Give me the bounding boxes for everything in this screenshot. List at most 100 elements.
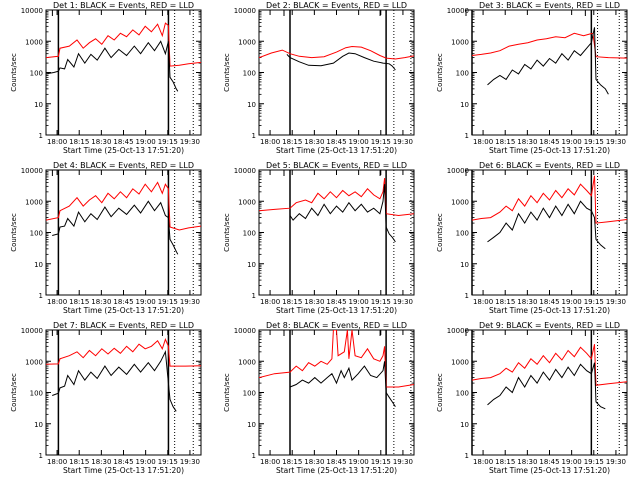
series-line-events: [52, 200, 179, 255]
y-tick-label: 100: [30, 390, 43, 398]
y-tick-label: 100: [30, 70, 43, 78]
y-tick-label: 1000: [451, 38, 469, 46]
x-tick-label: 19:30: [606, 138, 626, 146]
x-tick-label: 18:00: [473, 138, 493, 146]
y-tick-label: 10000: [234, 167, 256, 175]
plot-frame: [258, 329, 415, 456]
x-axis-label: Start Time (25-Oct-13 17:51:20): [276, 306, 397, 315]
series-line-lld: [472, 344, 627, 386]
x-axis-label: Start Time (25-Oct-13 17:51:20): [63, 466, 184, 475]
y-tick-label: 10000: [21, 7, 43, 15]
y-tick-label: 100: [243, 70, 256, 78]
series-line-events: [289, 184, 396, 243]
y-tick-label: 10: [247, 101, 256, 109]
plot-frame: [45, 329, 202, 456]
x-tick-label: 19:30: [606, 458, 626, 466]
y-tick-label: 100: [243, 230, 256, 238]
marker-bracket: [161, 9, 169, 16]
y-tick-label: 10000: [234, 327, 256, 335]
y-tick-label: 1: [465, 132, 469, 140]
marker-bracket: [584, 329, 592, 336]
marker-bracket: [584, 169, 592, 176]
marker-bracket: [465, 329, 472, 336]
y-axis-label: Counts/sec: [223, 213, 231, 252]
marker-bracket: [379, 169, 387, 176]
x-tick-label: 18:30: [91, 138, 111, 146]
detector-panel-3: Det 3: BLACK = Events, RED = LLD 1 10 100 10…: [436, 1, 628, 155]
panel-title: Det 6: BLACK = Events, RED = LLD: [479, 161, 620, 170]
x-tick-label: 18:15: [69, 458, 89, 466]
series-line-lld: [46, 337, 201, 367]
x-tick-label: 18:30: [304, 138, 324, 146]
y-tick-label: 10000: [447, 167, 469, 175]
x-tick-label: 18:15: [282, 298, 302, 306]
y-tick-label: 10000: [447, 327, 469, 335]
y-tick-label: 1: [465, 292, 469, 300]
y-tick-label: 1: [252, 452, 256, 460]
x-tick-label: 18:45: [539, 458, 559, 466]
x-tick-label: 19:15: [158, 458, 178, 466]
y-tick-label: 10000: [234, 7, 256, 15]
x-tick-label: 18:15: [495, 138, 515, 146]
x-tick-label: 18:00: [260, 138, 280, 146]
x-tick-label: 18:30: [517, 458, 537, 466]
panel-title: Det 1: BLACK = Events, RED = LLD: [53, 1, 194, 10]
series-line-events: [286, 52, 396, 71]
marker-bracket: [51, 329, 59, 336]
y-tick-label: 1: [39, 132, 43, 140]
x-tick-label: 18:15: [282, 458, 302, 466]
x-tick-label: 19:30: [180, 138, 200, 146]
x-tick-label: 18:45: [539, 298, 559, 306]
x-tick-label: 18:00: [473, 458, 493, 466]
marker-bracket: [161, 329, 169, 336]
x-tick-label: 18:00: [47, 298, 67, 306]
x-axis-label: Start Time (25-Oct-13 17:51:20): [276, 146, 397, 155]
x-tick-label: 18:30: [304, 458, 324, 466]
x-tick-label: 18:30: [304, 298, 324, 306]
y-tick-label: 100: [456, 70, 469, 78]
y-tick-label: 1000: [451, 198, 469, 206]
marker-bracket: [584, 9, 592, 16]
x-axis-label: Start Time (25-Oct-13 17:51:20): [489, 306, 610, 315]
x-tick-label: 19:15: [584, 458, 604, 466]
x-tick-label: 18:30: [91, 458, 111, 466]
plot-frame: [258, 9, 415, 136]
y-axis-label: Counts/sec: [223, 53, 231, 92]
y-tick-label: 1: [39, 452, 43, 460]
detector-panel-2: Det 2: BLACK = Events, RED = LLD 1 10 100 10…: [223, 1, 415, 155]
y-tick-label: 100: [456, 390, 469, 398]
marker-bracket: [379, 9, 387, 16]
x-tick-label: 18:00: [473, 298, 493, 306]
detector-panel-8: Det 8: BLACK = Events, RED = LLD 1 10 100 10…: [223, 321, 415, 475]
y-tick-label: 10000: [447, 7, 469, 15]
x-axis-label: Start Time (25-Oct-13 17:51:20): [63, 146, 184, 155]
series-line-events: [46, 40, 179, 92]
x-tick-label: 19:00: [349, 138, 369, 146]
y-axis-label: Counts/sec: [10, 373, 18, 412]
plot-frame: [45, 169, 202, 296]
y-tick-label: 10: [247, 261, 256, 269]
x-tick-label: 19:30: [393, 458, 413, 466]
marker-bracket: [465, 169, 472, 176]
x-tick-label: 19:00: [349, 458, 369, 466]
x-tick-label: 18:45: [326, 298, 346, 306]
x-tick-label: 18:15: [69, 138, 89, 146]
x-tick-label: 19:00: [562, 138, 582, 146]
x-tick-label: 18:00: [47, 458, 67, 466]
y-tick-label: 10: [460, 421, 469, 429]
x-tick-label: 18:45: [113, 298, 133, 306]
panel-title: Det 9: BLACK = Events, RED = LLD: [479, 321, 620, 330]
y-tick-label: 1000: [238, 38, 256, 46]
y-axis-label: Counts/sec: [436, 213, 444, 252]
marker-bracket: [283, 169, 290, 176]
x-tick-label: 19:30: [393, 138, 413, 146]
y-tick-label: 100: [456, 230, 469, 238]
series-line-events: [52, 350, 177, 412]
panel-title: Det 2: BLACK = Events, RED = LLD: [266, 1, 407, 10]
y-tick-label: 10: [460, 261, 469, 269]
series-line-lld: [259, 45, 414, 60]
series-line-lld: [472, 32, 627, 59]
x-tick-label: 18:00: [47, 138, 67, 146]
x-tick-label: 19:30: [180, 458, 200, 466]
